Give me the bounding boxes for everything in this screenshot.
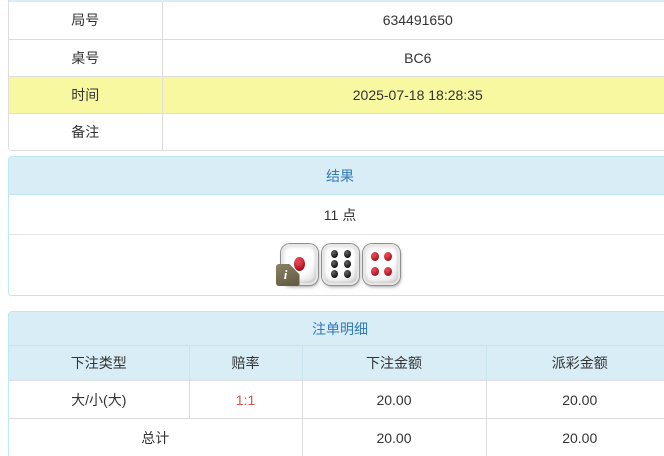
bet-details-table: 下注类型 赔率 下注金额 派彩金额 大/小(大) 1:1 20.00 20.00… bbox=[9, 345, 664, 456]
table-header-row: 下注类型 赔率 下注金额 派彩金额 bbox=[9, 345, 664, 381]
die-6-icon bbox=[321, 244, 359, 285]
die-pip bbox=[370, 267, 379, 276]
table-id-label: 桌号 bbox=[9, 39, 163, 77]
time-label: 时间 bbox=[9, 76, 163, 114]
dice-row: i bbox=[9, 235, 664, 295]
die-pip bbox=[370, 252, 379, 261]
die-pip bbox=[343, 270, 351, 278]
die-pip bbox=[293, 257, 305, 271]
die-pip bbox=[330, 270, 338, 278]
result-points: 11 点 bbox=[9, 195, 664, 235]
col-payout-amount: 派彩金额 bbox=[486, 345, 664, 381]
die-pip bbox=[343, 250, 351, 258]
round-info-panel: 局号 634491650 桌号 BC6 时间 2025-07-18 18:28:… bbox=[8, 2, 664, 151]
col-bet-amount: 下注金额 bbox=[302, 345, 487, 381]
die-pip bbox=[383, 267, 392, 276]
remark-value bbox=[162, 113, 664, 151]
die-4-icon bbox=[362, 244, 400, 285]
table-id-value: BC6 bbox=[162, 39, 664, 77]
table-row-highlighted: 时间 2025-07-18 18:28:35 bbox=[9, 76, 664, 114]
die-pip bbox=[330, 250, 338, 258]
total-bet-amount: 20.00 bbox=[302, 418, 487, 456]
remark-label: 备注 bbox=[9, 113, 163, 151]
time-value: 2025-07-18 18:28:35 bbox=[162, 76, 664, 114]
round-id-label: 局号 bbox=[9, 2, 163, 40]
total-payout-amount: 20.00 bbox=[486, 418, 664, 456]
bet-amount: 20.00 bbox=[302, 380, 487, 419]
bet-row: 大/小(大) 1:1 20.00 20.00 bbox=[9, 380, 664, 419]
die-pip bbox=[330, 260, 338, 268]
result-panel-title: 结果 bbox=[9, 156, 664, 195]
bet-type: 大/小(大) bbox=[9, 380, 190, 419]
col-odds: 赔率 bbox=[189, 345, 303, 381]
info-tooltip-icon[interactable]: i bbox=[275, 264, 300, 286]
table-row: 桌号 BC6 bbox=[9, 39, 664, 77]
bet-details-panel: 注单明细 下注类型 赔率 下注金额 派彩金额 大/小(大) 1:1 20.00 … bbox=[8, 310, 664, 456]
round-info-table: 局号 634491650 桌号 BC6 时间 2025-07-18 18:28:… bbox=[9, 2, 664, 151]
bet-odds: 1:1 bbox=[189, 380, 303, 419]
payout-amount: 20.00 bbox=[486, 380, 664, 419]
total-row: 总计 20.00 20.00 bbox=[9, 418, 664, 456]
bet-details-title: 注单明细 bbox=[9, 311, 664, 346]
col-bet-type: 下注类型 bbox=[9, 345, 190, 381]
result-panel: 结果 11 点 i bbox=[8, 155, 664, 296]
die-pip bbox=[343, 260, 351, 268]
die-1-icon: i bbox=[275, 244, 318, 286]
round-id-value: 634491650 bbox=[162, 2, 664, 40]
table-row: 局号 634491650 bbox=[9, 2, 664, 40]
table-row: 备注 bbox=[9, 113, 664, 151]
die-pip bbox=[383, 252, 392, 261]
cutoff-header-strip bbox=[8, 0, 664, 2]
total-label: 总计 bbox=[9, 418, 303, 456]
